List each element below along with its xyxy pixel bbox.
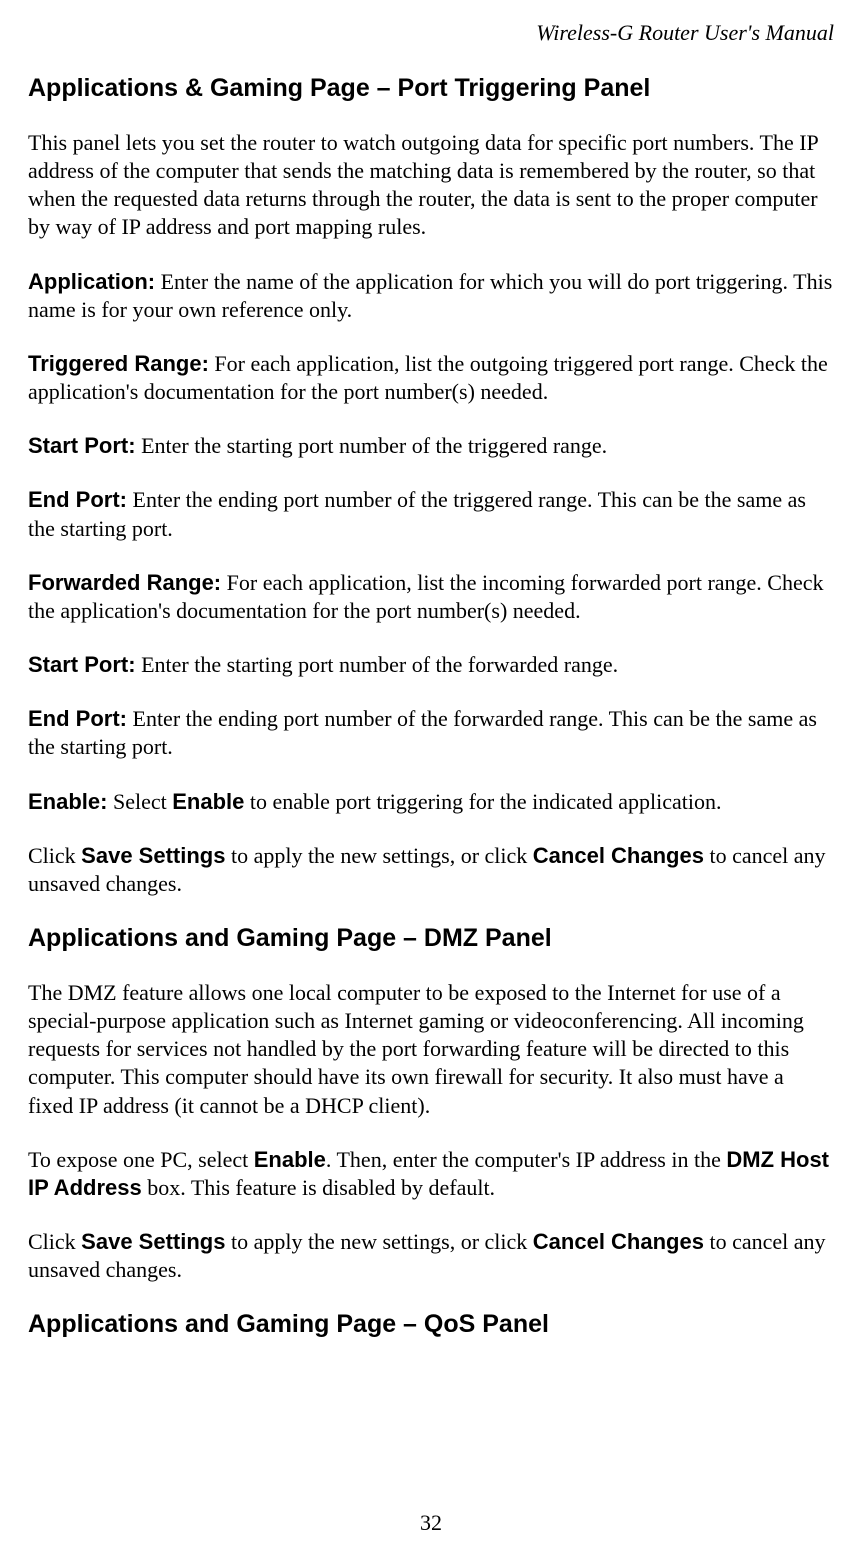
save-settings-bold-1: Save Settings [81,843,225,868]
page-number: 32 [0,1510,862,1536]
cancel-changes-bold-2: Cancel Changes [533,1229,704,1254]
section-title-port-triggering: Applications & Gaming Page – Port Trigge… [28,74,834,103]
enable-text-2: to enable port triggering for the indica… [244,789,721,814]
end-port-1-paragraph: End Port: Enter the ending port number o… [28,486,834,542]
document-header: Wireless-G Router User's Manual [28,20,834,46]
start-port-1-paragraph: Start Port: Enter the starting port numb… [28,432,834,460]
enable-label: Enable: [28,789,107,814]
start-port-2-label: Start Port: [28,652,136,677]
cancel-changes-bold-1: Cancel Changes [533,843,704,868]
triggered-range-paragraph: Triggered Range: For each application, l… [28,350,834,406]
triggered-range-label: Triggered Range: [28,351,209,376]
end-port-2-paragraph: End Port: Enter the ending port number o… [28,705,834,761]
intro-paragraph: This panel lets you set the router to wa… [28,129,834,242]
expose-text-1: To expose one PC, select [28,1147,254,1172]
save-settings-2-paragraph: Click Save Settings to apply the new set… [28,1228,834,1284]
section-title-dmz: Applications and Gaming Page – DMZ Panel [28,924,834,953]
save-text-1a: Click [28,843,81,868]
expose-enable-bold: Enable [254,1147,326,1172]
enable-bold: Enable [172,789,244,814]
save-settings-bold-2: Save Settings [81,1229,225,1254]
save-text-2b: to apply the new settings, or click [225,1229,532,1254]
save-text-2a: Click [28,1229,81,1254]
save-settings-1-paragraph: Click Save Settings to apply the new set… [28,842,834,898]
application-paragraph: Application: Enter the name of the appli… [28,268,834,324]
end-port-1-label: End Port: [28,487,127,512]
start-port-2-paragraph: Start Port: Enter the starting port numb… [28,651,834,679]
forwarded-range-paragraph: Forwarded Range: For each application, l… [28,569,834,625]
end-port-2-label: End Port: [28,706,127,731]
forwarded-range-label: Forwarded Range: [28,570,221,595]
dmz-intro-paragraph: The DMZ feature allows one local compute… [28,979,834,1120]
end-port-1-text: Enter the ending port number of the trig… [28,487,806,540]
start-port-1-text: Enter the starting port number of the tr… [136,433,608,458]
expose-text-2: . Then, enter the computer's IP address … [326,1147,726,1172]
dmz-expose-paragraph: To expose one PC, select Enable. Then, e… [28,1146,834,1202]
start-port-1-label: Start Port: [28,433,136,458]
start-port-2-text: Enter the starting port number of the fo… [136,652,619,677]
enable-paragraph: Enable: Select Enable to enable port tri… [28,788,834,816]
end-port-2-text: Enter the ending port number of the forw… [28,706,817,759]
expose-text-3: box. This feature is disabled by default… [142,1175,495,1200]
enable-text-1: Select [107,789,172,814]
save-text-1b: to apply the new settings, or click [225,843,532,868]
section-title-qos: Applications and Gaming Page – QoS Panel [28,1310,834,1339]
application-label: Application: [28,269,155,294]
